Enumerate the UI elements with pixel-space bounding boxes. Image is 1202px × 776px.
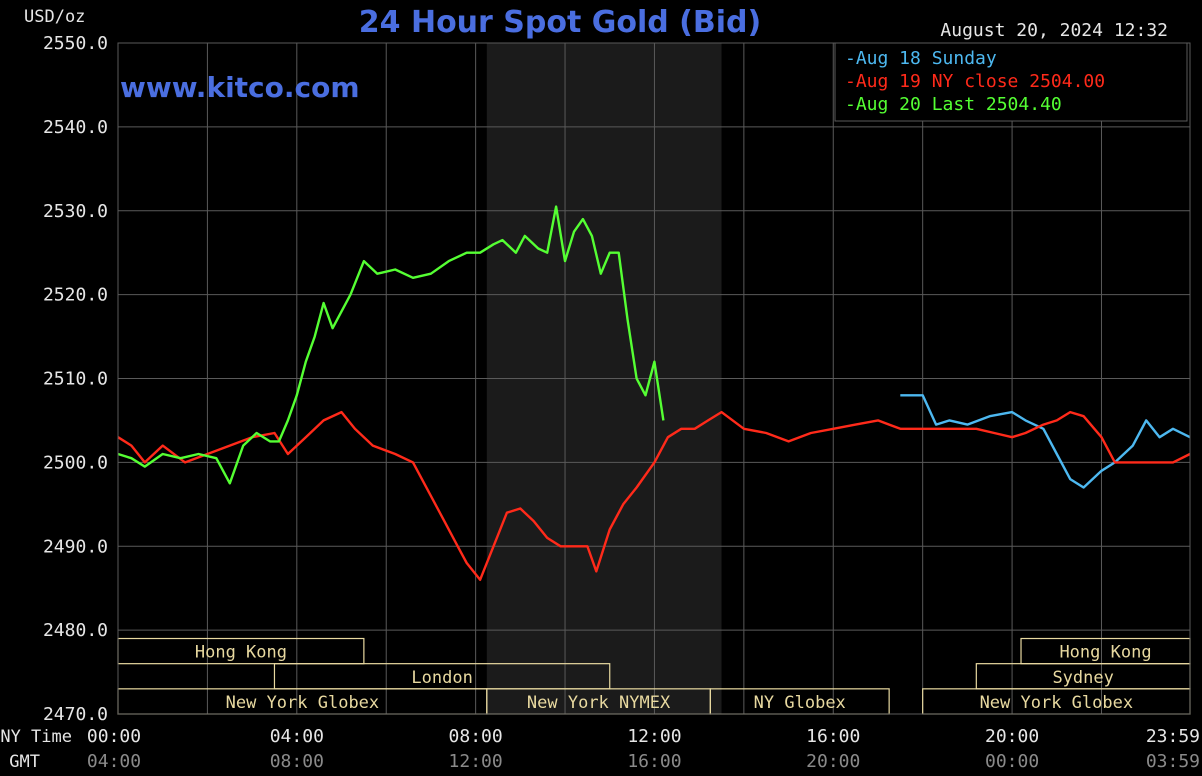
x-tick-label-gmt: 20:00 — [806, 751, 860, 772]
session-bars-layer: Hong Kong Hong Kong London Sydney New York G… — [117, 637, 1191, 715]
legend-label-aug20: -Aug 20 Last 2504.40 — [845, 94, 1062, 115]
ny-time-label: NY Time — [0, 727, 72, 747]
x-tick-label-gmt: 08:00 — [270, 751, 324, 772]
session-label: New York NYMEX — [527, 693, 671, 713]
series-line-aug-18-sunday — [900, 394, 1191, 489]
y-tick-label: 2540.0 — [43, 117, 108, 138]
x-tick-label-gmt: 16:00 — [627, 751, 681, 772]
x-tick-label-gmt: 03:59 — [1146, 751, 1200, 772]
legend: -Aug 18 Sunday -Aug 19 NY close 2504.00 … — [834, 42, 1188, 122]
legend-entry-aug20: -Aug 20 Last 2504.40 — [845, 94, 1062, 115]
session-label: London — [411, 668, 472, 688]
chart-title: 24 Hour Spot Gold (Bid) — [359, 5, 761, 40]
x-tick-label-ny: 08:00 — [449, 726, 503, 747]
x-tick-labels: 00:00 04:00 04:00 08:00 08:00 12:00 12:00 16:00… — [87, 726, 1200, 772]
legend-box — [834, 42, 1188, 122]
session-label: NY Globex — [754, 693, 846, 713]
x-tick-label-ny: 23:59 — [1146, 726, 1200, 747]
y-tick-label: 2470.0 — [43, 704, 108, 725]
y-tick-label: 2500.0 — [43, 452, 108, 473]
session-label: Sydney — [1052, 668, 1113, 688]
y-axis-unit: USD/oz — [24, 7, 85, 27]
legend-label-aug18: -Aug 18 Sunday — [845, 48, 997, 69]
frame-layer — [117, 42, 1191, 715]
x-tick-label-gmt: 04:00 — [87, 751, 141, 772]
watermark: www.kitco.com — [120, 71, 360, 104]
plot-frame — [117, 42, 1191, 715]
timestamp: August 20, 2024 12:32 — [940, 20, 1168, 41]
y-tick-label: 2490.0 — [43, 536, 108, 557]
gmt-label: GMT — [9, 752, 40, 772]
y-tick-label: 2530.0 — [43, 201, 108, 222]
series-line-aug-20-last-2504-40 — [117, 205, 665, 485]
series-layer — [117, 205, 1191, 581]
y-tick-label: 2550.0 — [43, 33, 108, 54]
legend-entry-aug18: -Aug 18 Sunday — [845, 48, 997, 69]
session-label: New York Globex — [226, 693, 380, 713]
session-label: Hong Kong — [195, 643, 287, 663]
y-tick-label: 2480.0 — [43, 620, 108, 641]
session-label: Hong Kong — [1059, 643, 1151, 663]
x-tick-label-ny: 20:00 — [985, 726, 1039, 747]
x-tick-label-gmt: 12:00 — [449, 751, 503, 772]
y-tick-label: 2520.0 — [43, 285, 108, 306]
session-label: New York Globex — [980, 693, 1134, 713]
y-tick-label: 2510.0 — [43, 369, 108, 390]
x-tick-label-gmt: 00:00 — [985, 751, 1039, 772]
x-tick-label-ny: 12:00 — [627, 726, 681, 747]
x-tick-label-ny: 04:00 — [270, 726, 324, 747]
series-line-aug-19-ny-close-2504-00 — [117, 410, 1191, 581]
x-tick-label-ny: 00:00 — [87, 726, 141, 747]
legend-entry-aug19: -Aug 19 NY close 2504.00 — [845, 71, 1105, 92]
y-tick-labels: 2550.0 2540.0 2530.0 2520.0 2510.0 2500.0 2490… — [43, 33, 108, 725]
x-tick-label-ny: 16:00 — [806, 726, 860, 747]
legend-label-aug19: -Aug 19 NY close 2504.00 — [845, 71, 1105, 92]
